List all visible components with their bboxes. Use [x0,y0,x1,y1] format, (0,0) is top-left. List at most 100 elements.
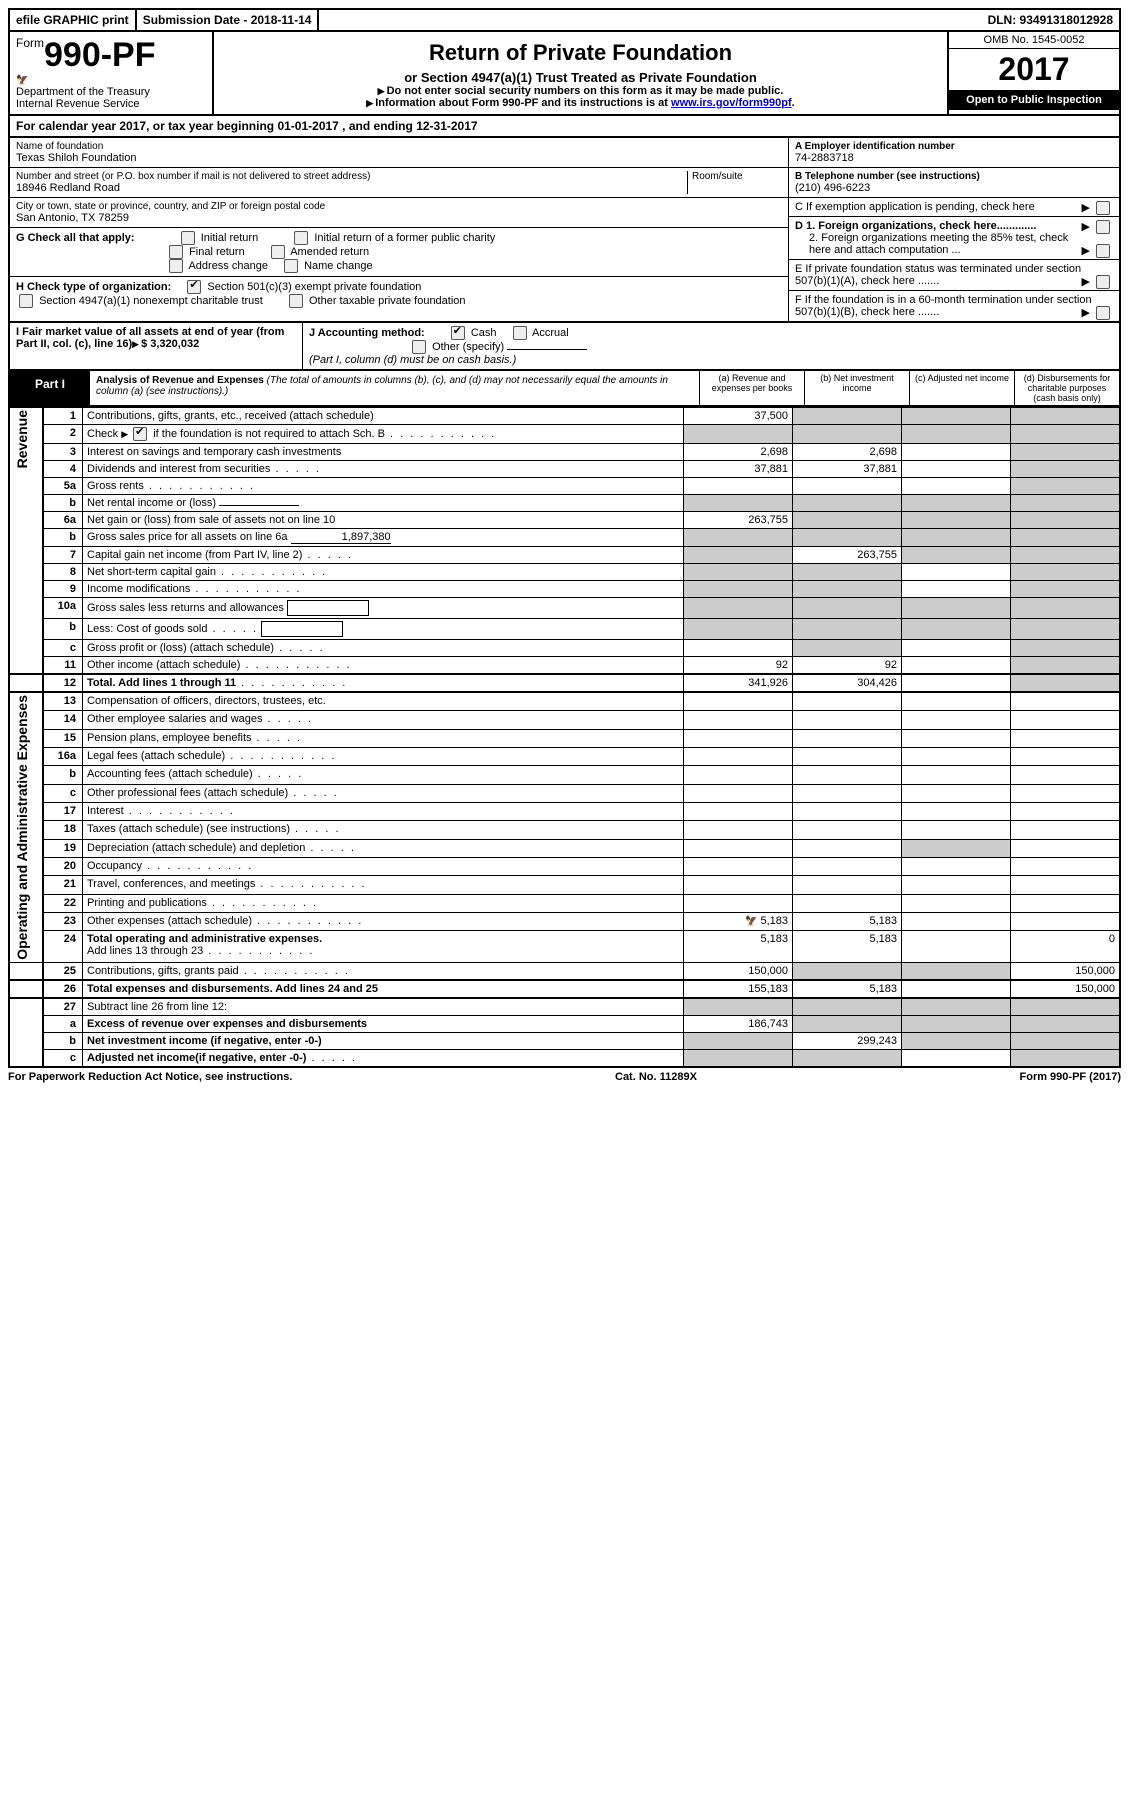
irs-eagle-icon: 🦅 [16,75,206,86]
table-row: aExcess of revenue over expenses and dis… [9,1015,1120,1032]
table-row: 26Total expenses and disbursements. Add … [9,980,1120,998]
open-to-public: Open to Public Inspection [949,90,1119,110]
table-row: 16aLegal fees (attach schedule) [9,748,1120,766]
phone-value: (210) 496-6223 [795,182,1113,194]
section-g-label: G Check all that apply: [16,232,135,244]
foundation-name: Texas Shiloh Foundation [16,152,782,164]
table-row: 10aGross sales less returns and allowanc… [9,598,1120,619]
table-row: bAccounting fees (attach schedule) [9,766,1120,784]
table-row: 23Other expenses (attach schedule)🦅 5,18… [9,912,1120,930]
section-e-label: E If private foundation status was termi… [795,263,1081,287]
catalog-number: Cat. No. 11289X [615,1071,697,1083]
name-label: Name of foundation [16,141,782,152]
note-ssn: Do not enter social security numbers on … [387,85,784,97]
initial-former-checkbox[interactable] [294,231,308,245]
irs-label: Internal Revenue Service [16,98,206,110]
schb-checkbox[interactable] [133,427,147,441]
cash-checkbox[interactable] [451,326,465,340]
section-f-label: F If the foundation is in a 60-month ter… [795,294,1092,318]
table-row: 17Interest [9,803,1120,821]
other-method-checkbox[interactable] [412,340,426,354]
table-row: 22Printing and publications [9,894,1120,912]
section-h-label: H Check type of organization: [16,281,171,293]
cash-basis-note: (Part I, column (d) must be on cash basi… [309,354,516,366]
footer: For Paperwork Reduction Act Notice, see … [8,1068,1121,1086]
form-title: Return of Private Foundation [218,40,943,66]
paperwork-notice: For Paperwork Reduction Act Notice, see … [8,1071,292,1083]
omb-number: OMB No. 1545-0052 [949,32,1119,49]
initial-return-checkbox[interactable] [181,231,195,245]
table-row: 15Pension plans, employee benefits [9,729,1120,747]
table-row: 25Contributions, gifts, grants paid150,0… [9,962,1120,980]
table-row: 4Dividends and interest from securities3… [9,461,1120,478]
ein-value: 74-2883718 [795,152,1113,164]
instructions-link[interactable]: www.irs.gov/form990pf [671,97,792,109]
table-row: 8Net short-term capital gain [9,564,1120,581]
table-row: bNet investment income (if negative, ent… [9,1032,1120,1049]
city-state-zip: San Antonio, TX 78259 [16,212,782,224]
col-a-header: (a) Revenue and expenses per books [699,371,804,405]
name-change-checkbox[interactable] [284,259,298,273]
accrual-checkbox[interactable] [513,326,527,340]
table-row: Revenue 1Contributions, gifts, grants, e… [9,408,1120,425]
table-row: bGross sales price for all assets on lin… [9,529,1120,547]
table-row: 6aNet gain or (loss) from sale of assets… [9,512,1120,529]
address-change-checkbox[interactable] [169,259,183,273]
501c3-checkbox[interactable] [187,280,201,294]
part1-table: Revenue 1Contributions, gifts, grants, e… [8,407,1121,1068]
table-row: 18Taxes (attach schedule) (see instructi… [9,821,1120,839]
table-row: 14Other employee salaries and wages [9,711,1120,729]
amended-return-checkbox[interactable] [271,245,285,259]
table-row: cOther professional fees (attach schedul… [9,784,1120,802]
exemption-pending-checkbox[interactable] [1096,201,1110,215]
phone-label: B Telephone number (see instructions) [795,171,980,182]
table-row: 9Income modifications [9,581,1120,598]
revenue-sidebar: Revenue [14,410,30,468]
form-footer-label: Form 990-PF (2017) [1020,1071,1121,1083]
note-info-pre: Information about Form 990-PF and its in… [375,97,671,109]
dept-treasury: Department of the Treasury [16,86,206,98]
section-c-label: C If exemption application is pending, c… [795,201,1035,213]
ein-label: A Employer identification number [795,141,955,152]
table-row: 5aGross rents [9,478,1120,495]
top-bar: efile GRAPHIC print Submission Date - 20… [8,8,1121,32]
table-row: 12Total. Add lines 1 through 11341,92630… [9,674,1120,692]
status-terminated-checkbox[interactable] [1096,275,1110,289]
4947a1-checkbox[interactable] [19,294,33,308]
table-row: bNet rental income or (loss) [9,495,1120,512]
table-row: 20Occupancy [9,858,1120,876]
foreign-org-checkbox[interactable] [1096,220,1110,234]
other-taxable-checkbox[interactable] [289,294,303,308]
room-label: Room/suite [692,171,782,182]
arrow-icon [378,85,387,97]
submission-date: Submission Date - 2018-11-14 [137,10,320,30]
table-row: 24Total operating and administrative exp… [9,931,1120,962]
foreign-85-checkbox[interactable] [1096,244,1110,258]
part1-title: Analysis of Revenue and Expenses [96,375,264,386]
d1-label: D 1. Foreign organizations, check here..… [795,220,1036,232]
attachment-icon[interactable]: 🦅 [745,916,757,927]
table-row: 21Travel, conferences, and meetings [9,876,1120,894]
table-row: 3Interest on savings and temporary cash … [9,444,1120,461]
section-j-label: J Accounting method: [309,327,425,339]
expenses-sidebar: Operating and Administrative Expenses [14,695,30,960]
form-header: Form990-PF 🦅 Department of the Treasury … [8,32,1121,116]
final-return-checkbox[interactable] [169,245,183,259]
60month-checkbox[interactable] [1096,306,1110,320]
table-row: 27Subtract line 26 from line 12: [9,998,1120,1016]
section-ij-row: I Fair market value of all assets at end… [8,323,1121,371]
col-b-header: (b) Net investment income [804,371,909,405]
dln: DLN: 93491318012928 [982,10,1119,30]
col-c-header: (c) Adjusted net income [909,371,1014,405]
table-row: 11Other income (attach schedule)9292 [9,657,1120,675]
tax-year: 2017 [949,49,1119,90]
entity-info: Name of foundation Texas Shiloh Foundati… [8,138,1121,323]
table-row: 7Capital gain net income (from Part IV, … [9,547,1120,564]
fmv-value: $ 3,320,032 [141,338,199,350]
table-row: bLess: Cost of goods sold [9,619,1120,640]
form-subtitle: or Section 4947(a)(1) Trust Treated as P… [218,70,943,85]
col-d-header: (d) Disbursements for charitable purpose… [1014,371,1119,405]
calendar-year-row: For calendar year 2017, or tax year begi… [8,116,1121,138]
city-label: City or town, state or province, country… [16,201,782,212]
efile-print[interactable]: efile GRAPHIC print [10,10,137,30]
